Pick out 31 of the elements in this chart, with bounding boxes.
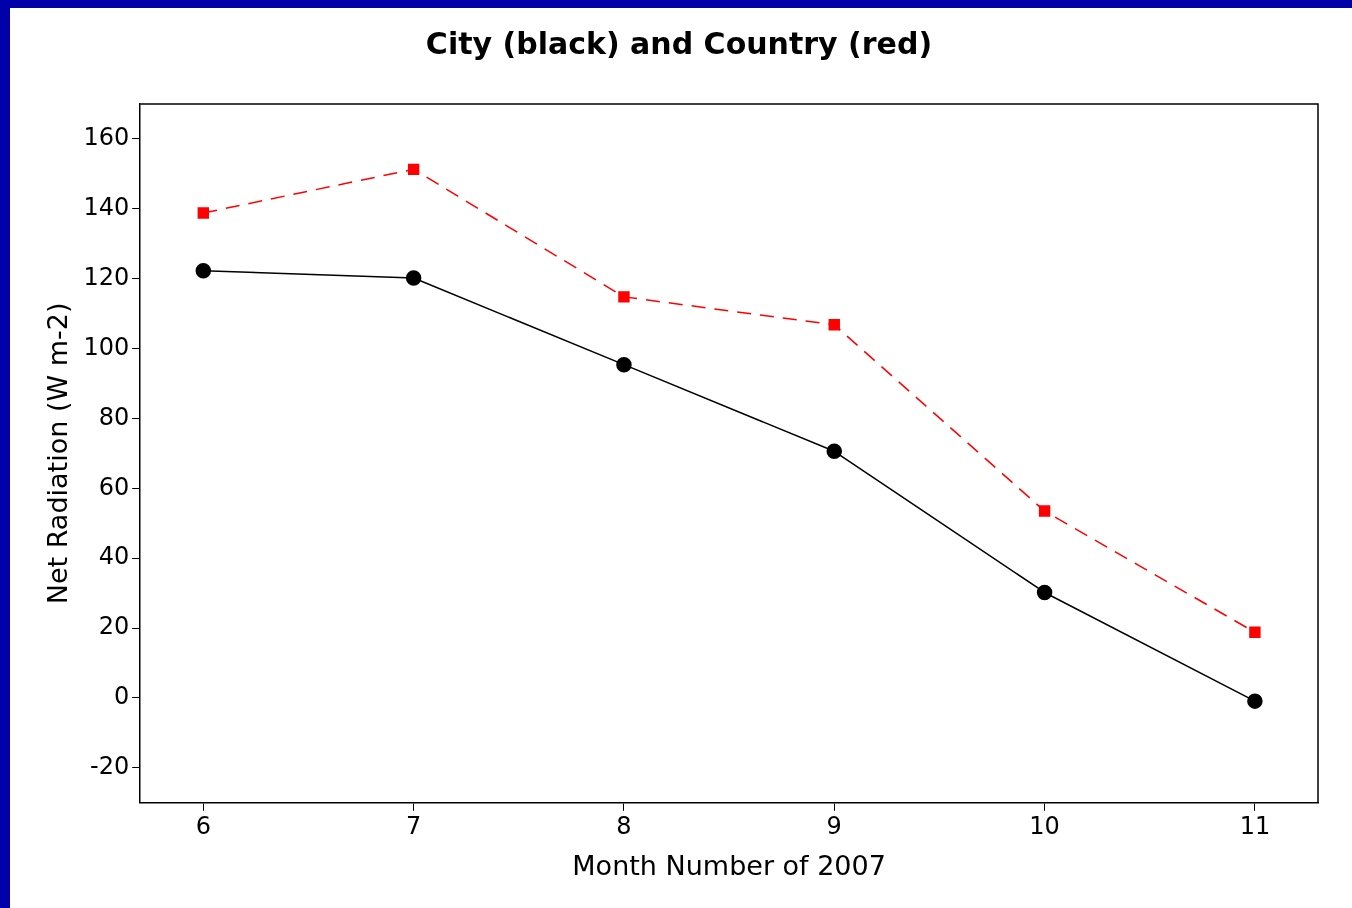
y-axis-title: Net Radiation (W m-2) — [42, 302, 74, 605]
point — [195, 262, 212, 279]
point — [618, 291, 630, 303]
point — [407, 163, 420, 176]
y-tick-label: 0 — [113, 682, 130, 711]
x-tick-label: 6 — [195, 812, 211, 841]
y-tick-label: 60 — [98, 472, 130, 501]
point — [1249, 626, 1261, 638]
chart-title: City (black) and Country (red) — [425, 25, 933, 61]
y-tick-label: 40 — [98, 542, 130, 571]
y-tick-label: 140 — [83, 193, 130, 222]
x-tick-label: 11 — [1239, 812, 1271, 841]
y-tick-label: 100 — [83, 332, 130, 361]
point — [828, 319, 840, 331]
point — [826, 443, 843, 460]
y-tick-label: -20 — [90, 752, 130, 781]
point — [1038, 505, 1051, 517]
point — [1247, 693, 1263, 709]
y-tick-label: 120 — [83, 262, 130, 291]
x-axis-title: Month Number of 2007 — [572, 849, 886, 881]
x-tick-label: 7 — [405, 812, 422, 841]
point — [616, 356, 632, 373]
point — [197, 207, 209, 219]
x-tick-label: 9 — [826, 812, 842, 841]
x-tick-label: 8 — [616, 812, 632, 841]
x-tick-label: 10 — [1029, 812, 1060, 841]
y-tick-label: 80 — [98, 402, 130, 431]
point — [405, 270, 422, 286]
point — [1036, 584, 1053, 601]
y-tick-label: 160 — [83, 123, 130, 152]
y-tick-label: 20 — [98, 612, 130, 641]
